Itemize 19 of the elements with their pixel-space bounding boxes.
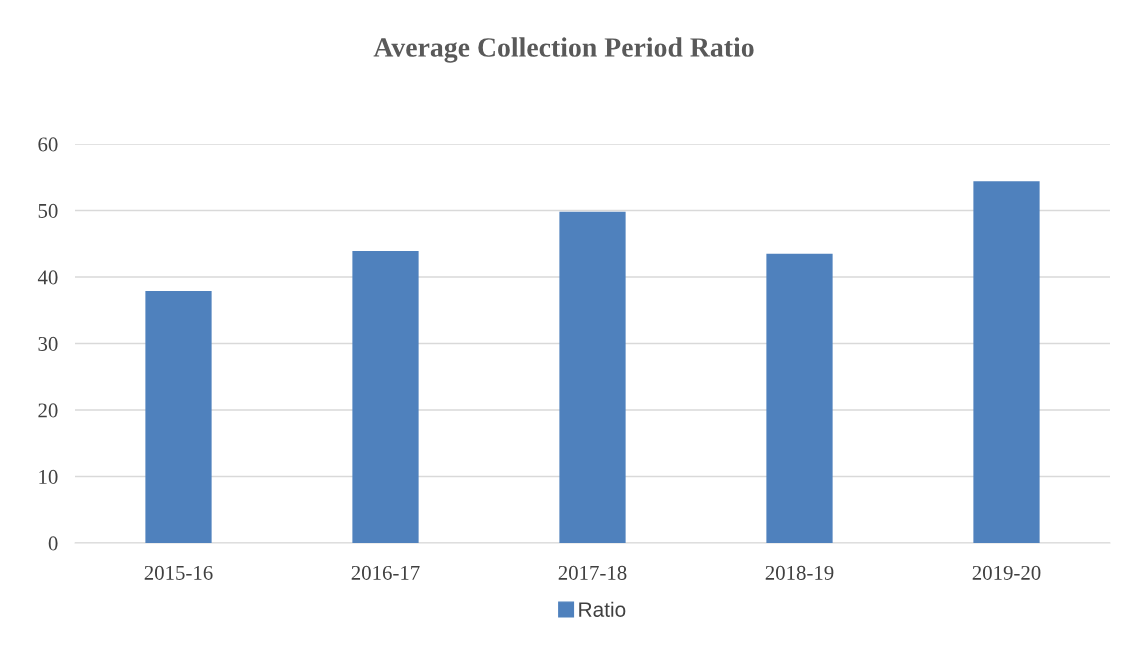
legend-label: Ratio: [579, 601, 626, 617]
x-tick-label: 2019-20: [972, 565, 1041, 580]
bar: [973, 181, 1040, 543]
y-tick-label: 60: [38, 137, 58, 152]
y-tick-label: 50: [38, 203, 58, 218]
y-tick-label: 10: [39, 469, 58, 484]
x-tick-label: 2016-17: [351, 565, 420, 580]
chart-title: Average Collection Period Ratio: [373, 37, 754, 63]
bar: [559, 211, 626, 543]
x-tick-label: 2017-18: [558, 565, 627, 580]
y-tick-label: 40: [37, 270, 58, 285]
bar: [145, 290, 212, 543]
y-tick-label: 0: [48, 536, 58, 551]
y-tick-label: 20: [38, 403, 58, 418]
y-tick-label: 30: [38, 336, 58, 351]
x-tick-label: 2018-19: [765, 565, 834, 580]
x-tick-label: 2015-16: [144, 565, 213, 580]
bar: [766, 253, 833, 543]
bar: [352, 251, 419, 543]
